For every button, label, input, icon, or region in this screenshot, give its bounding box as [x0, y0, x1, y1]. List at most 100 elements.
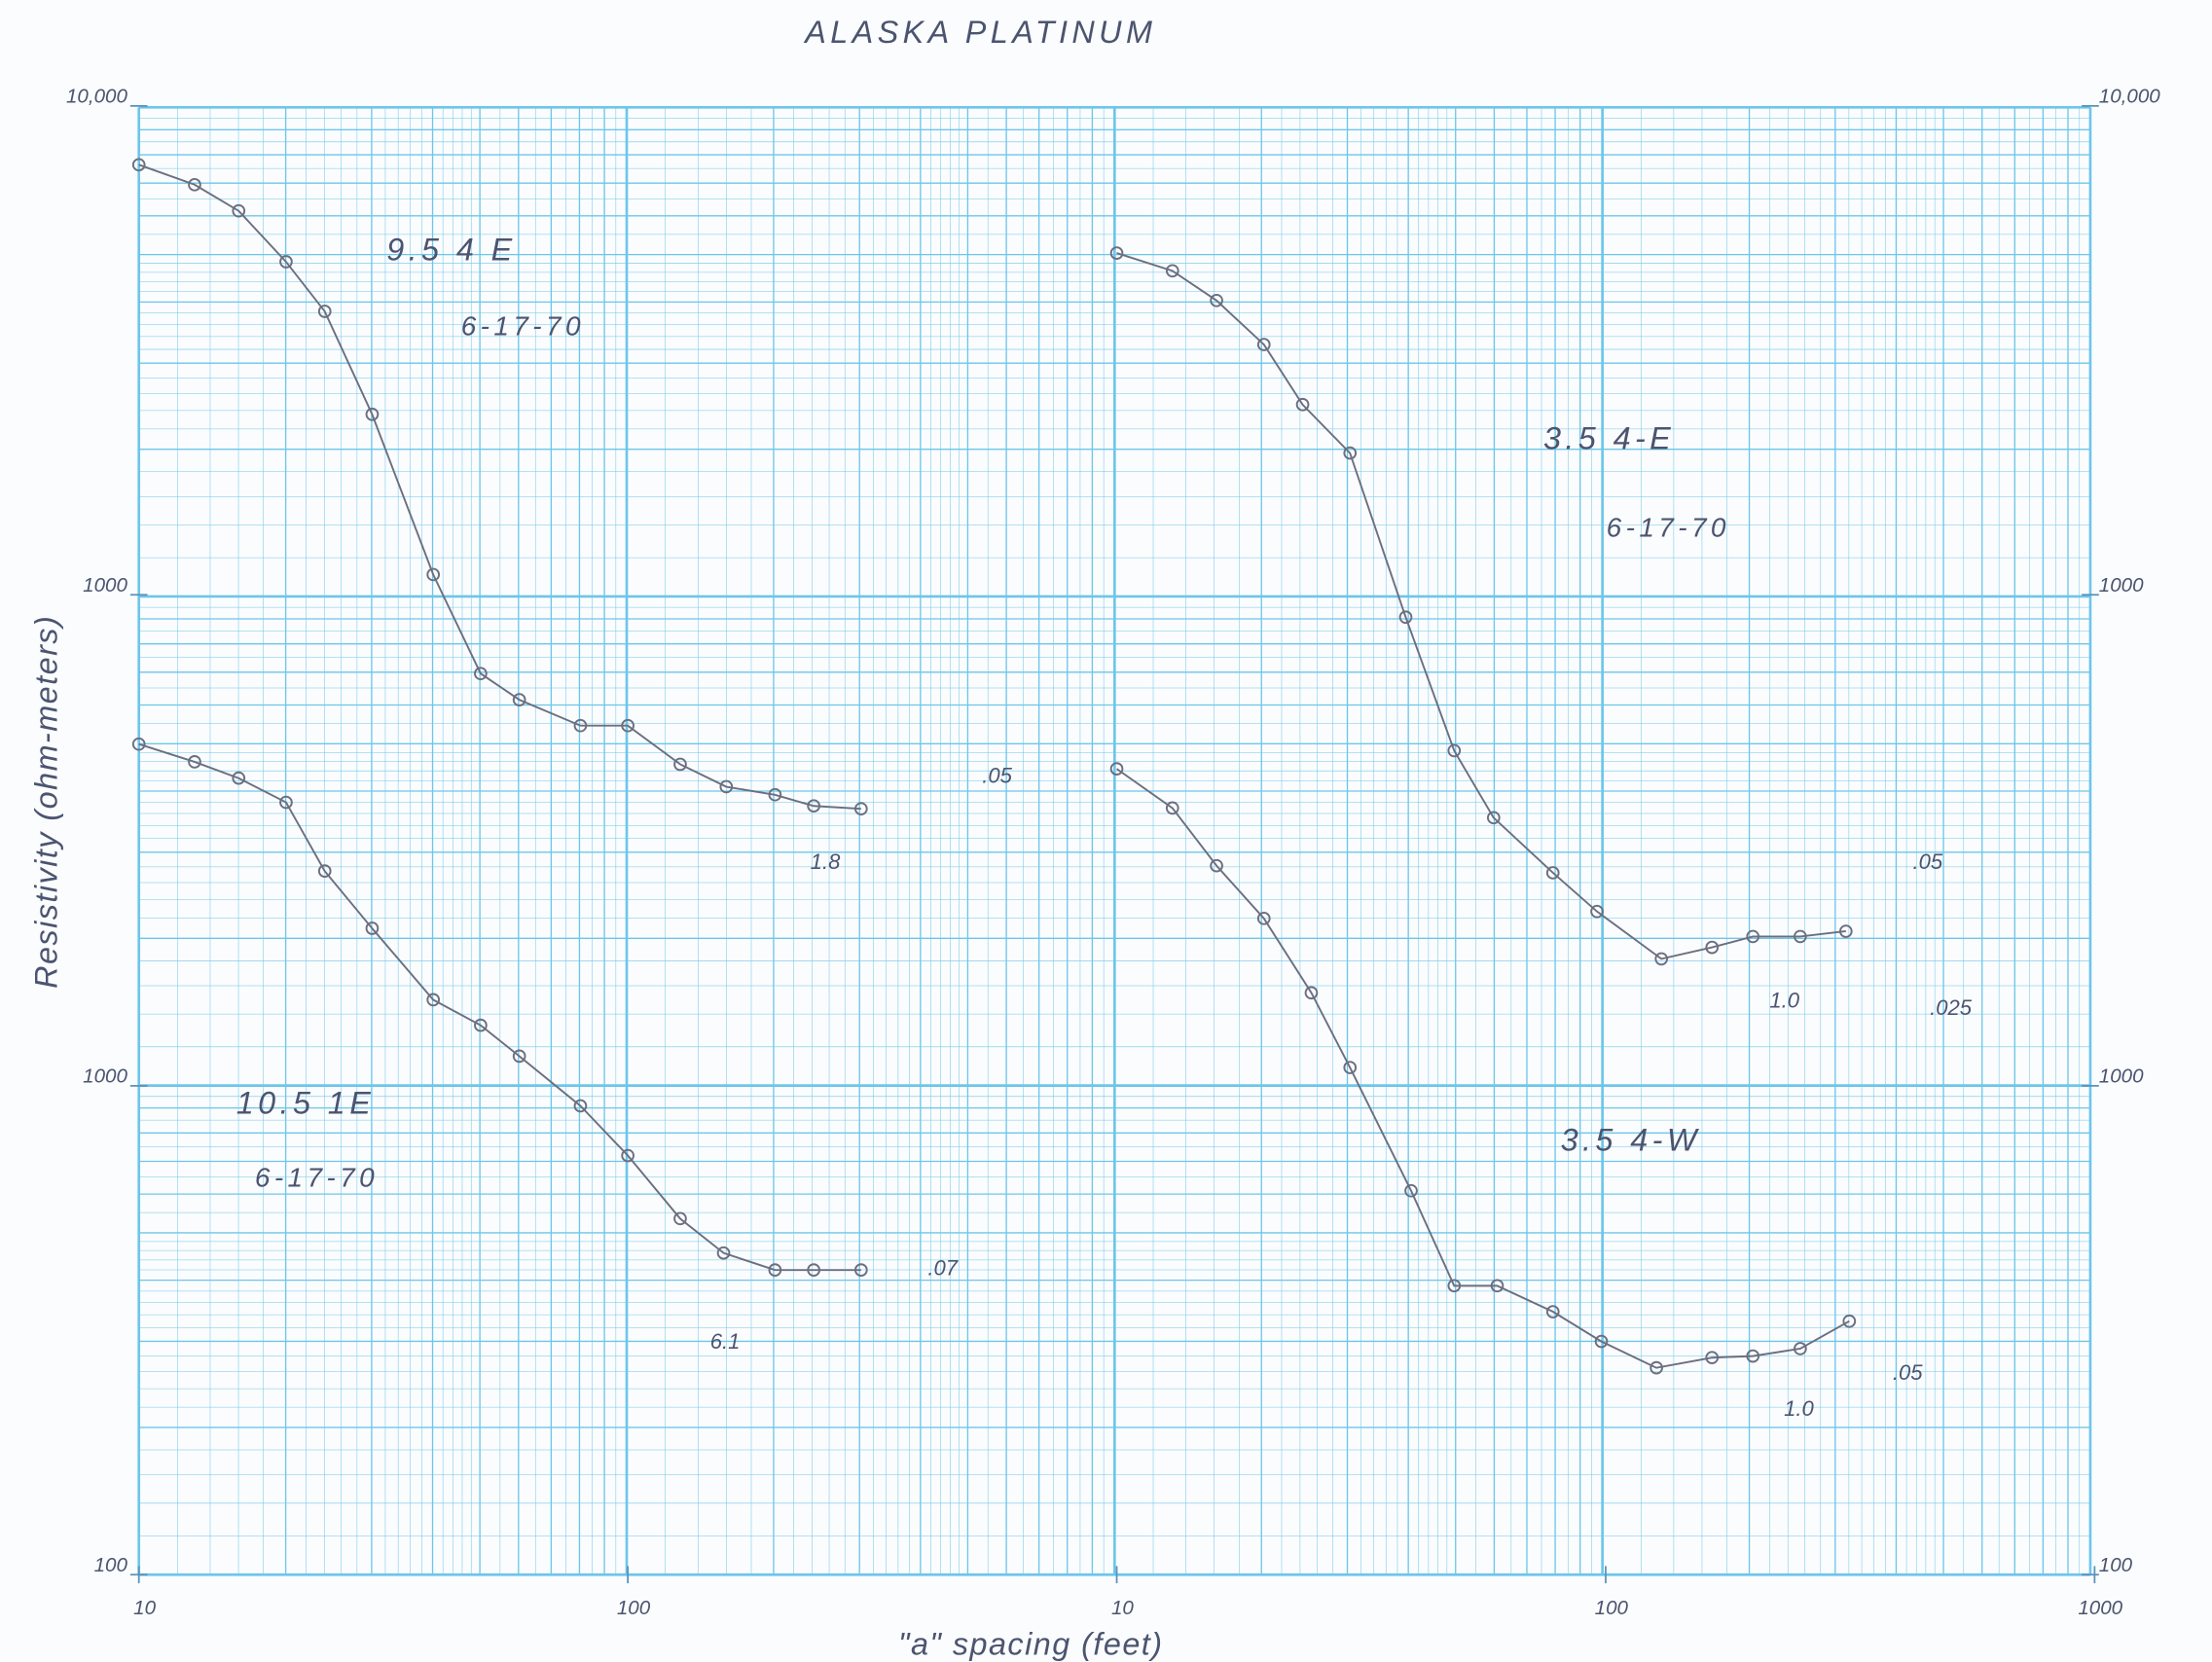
data-point — [1447, 1279, 1462, 1293]
data-point — [768, 787, 782, 802]
data-point — [1210, 858, 1223, 873]
annotation: .07 — [927, 1256, 958, 1281]
x-tick-label: 100 — [617, 1597, 651, 1619]
data-point — [512, 693, 526, 706]
data-point — [807, 799, 820, 813]
data-point — [426, 567, 441, 582]
panel-date: 6-17-70 — [255, 1163, 379, 1193]
data-point — [1794, 929, 1807, 944]
data-point — [365, 921, 380, 935]
y-tick-label: 1000 — [83, 574, 127, 596]
data-point — [621, 718, 635, 733]
annotation: .05 — [1913, 849, 1943, 874]
data-point — [1447, 743, 1462, 758]
data-point — [1343, 446, 1358, 460]
x-tick-label: 100 — [1595, 1597, 1629, 1619]
data-point — [1295, 397, 1310, 412]
data-point — [716, 1246, 731, 1260]
data-line — [138, 742, 861, 1272]
data-point — [1109, 246, 1124, 260]
data-point — [621, 1148, 635, 1163]
annotation: .025 — [1930, 995, 1973, 1020]
data-point — [1486, 811, 1501, 825]
data-point — [573, 1099, 588, 1113]
data-point — [474, 667, 488, 681]
data-point — [573, 718, 588, 733]
y-tick-label: 100 — [94, 1554, 128, 1576]
annotation: 6.1 — [710, 1329, 741, 1354]
data-point — [279, 795, 293, 810]
x-axis-label: "a" spacing (feet) — [898, 1626, 1164, 1661]
data-point — [807, 1263, 820, 1277]
data-point — [1256, 338, 1271, 351]
data-point — [365, 407, 380, 421]
x-tick-label: 1000 — [2078, 1597, 2122, 1619]
data-point — [1165, 264, 1179, 278]
annotation: .05 — [1893, 1360, 1923, 1385]
data-point — [317, 305, 332, 318]
annotation: 1.8 — [811, 849, 841, 874]
data-point — [1109, 762, 1124, 776]
panel-date: 6-17-70 — [461, 310, 585, 341]
data-point — [853, 1263, 868, 1277]
data-point — [1545, 1305, 1560, 1319]
data-point — [1650, 1360, 1663, 1375]
data-point — [1842, 1314, 1857, 1328]
data-point — [188, 755, 201, 769]
annotation: 1.0 — [1769, 989, 1799, 1013]
data-line — [138, 163, 861, 811]
data-point — [673, 757, 687, 772]
data-point — [188, 177, 201, 192]
data-point — [1398, 610, 1413, 625]
data-point — [512, 1049, 526, 1064]
data-point — [1165, 801, 1179, 815]
data-point — [1545, 866, 1560, 880]
annotation: 1.0 — [1784, 1396, 1814, 1421]
data-point — [1746, 929, 1760, 944]
y-tick-label: 100 — [2099, 1554, 2133, 1576]
data-point — [426, 993, 441, 1007]
y-tick-label: 10,000 — [2099, 85, 2160, 107]
data-point — [1705, 940, 1720, 955]
data-point — [768, 1263, 782, 1277]
data-line — [1115, 768, 1850, 1369]
data-point — [1654, 952, 1669, 966]
y-tick-label: 1000 — [2099, 1065, 2144, 1087]
panel-date: 6-17-70 — [1607, 513, 1730, 543]
y-tick-label: 1000 — [2099, 574, 2144, 596]
x-tick-label: 10 — [1111, 1597, 1134, 1619]
data-point — [853, 802, 868, 816]
graph-paper — [137, 106, 2092, 1576]
data-point — [673, 1211, 687, 1226]
data-line — [1116, 252, 1846, 960]
data-point — [1490, 1279, 1505, 1293]
page-title: ALASKA PLATINUM — [803, 15, 1156, 50]
data-point — [1256, 911, 1271, 925]
data-point — [1210, 293, 1223, 307]
data-point — [131, 737, 146, 751]
data-point — [317, 864, 332, 878]
annotation: .05 — [982, 764, 1012, 788]
data-point — [1746, 1349, 1760, 1363]
data-point — [1343, 1061, 1358, 1074]
data-point — [474, 1018, 488, 1032]
y-tick-label: 10,000 — [66, 85, 127, 107]
data-point — [232, 203, 246, 218]
data-point — [131, 158, 146, 172]
panel-title: 9.5 4 E — [386, 232, 516, 267]
data-point — [1838, 924, 1853, 938]
data-point — [1404, 1183, 1418, 1198]
panel-title: 3.5 4-W — [1561, 1123, 1701, 1158]
x-tick-label: 10 — [133, 1597, 156, 1619]
data-point — [1590, 904, 1604, 919]
data-point — [719, 779, 734, 794]
data-point — [279, 255, 293, 269]
data-point — [1594, 1334, 1609, 1349]
y-tick-label: 1000 — [83, 1065, 127, 1087]
panel-title: 10.5 1E — [236, 1085, 375, 1120]
panel-title: 3.5 4-E — [1543, 421, 1675, 456]
data-point — [1794, 1342, 1807, 1355]
